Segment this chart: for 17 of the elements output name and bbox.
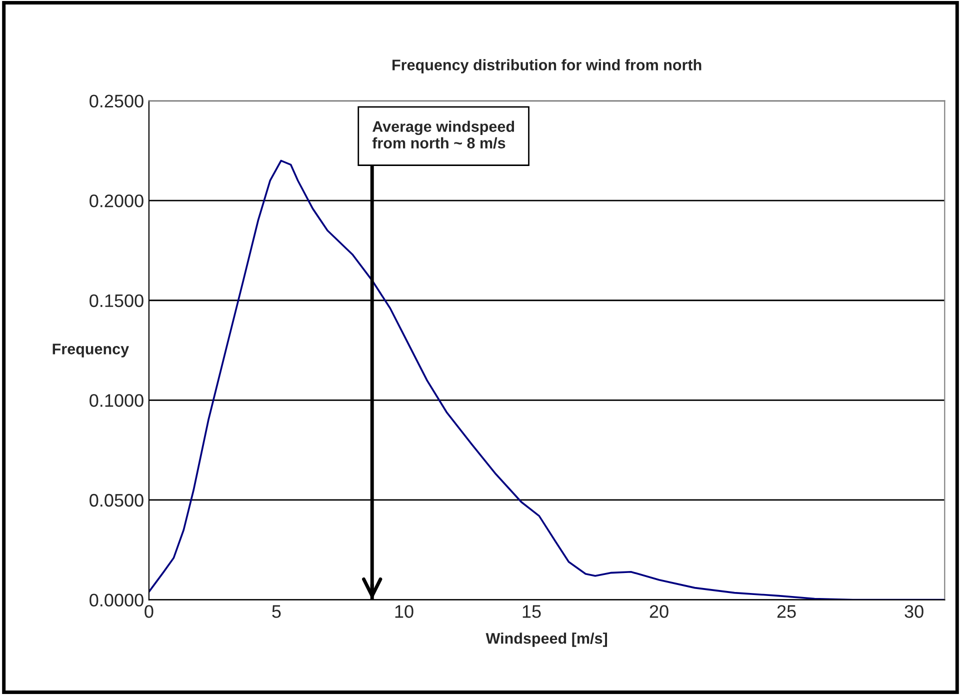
x-tick-label: 25 (777, 605, 796, 618)
x-tick-label: 10 (395, 605, 414, 618)
x-tick-label: 30 (904, 605, 924, 618)
x-tick-label: 20 (650, 605, 668, 618)
x-tick-label: 5 (272, 605, 281, 618)
y-tick-label: 0.0000 (90, 594, 144, 607)
y-tick-label: 0.0500 (90, 494, 144, 507)
chart-title: Frequency distribution for wind from north (392, 59, 702, 74)
x-tick-label: 0 (144, 605, 154, 618)
ref-line-label: Average windspeed from north ~ 8 m/s (372, 120, 514, 149)
y-tick-label: 0.1500 (90, 294, 144, 308)
y-tick-label: 0.2000 (90, 194, 144, 208)
x-tick-label: 15 (522, 605, 541, 618)
y-tick-label: 0.1000 (90, 394, 144, 407)
y-axis-title: Frequency (52, 344, 129, 358)
y-tick-label: 0.2500 (90, 94, 144, 108)
x-axis-title: Windspeed [m/s] (486, 632, 608, 647)
